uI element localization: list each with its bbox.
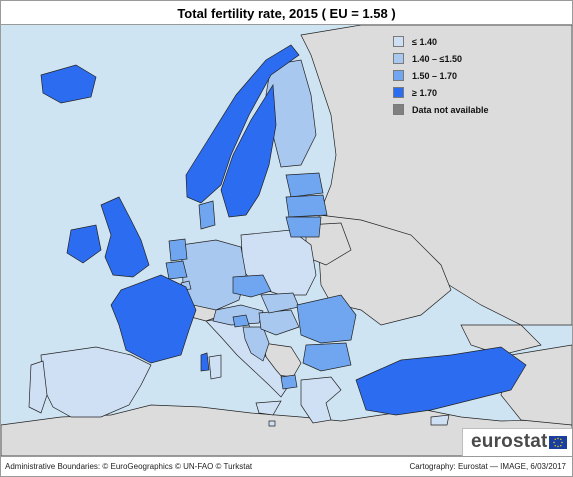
eu-flag-icon xyxy=(549,436,567,449)
fertility-1-50-1-70 xyxy=(165,172,357,390)
legend-swatch xyxy=(393,104,404,115)
map-legend: ≤ 1.40 1.40 – ≤1.50 1.50 – 1.70 ≥ 1.70 D… xyxy=(393,33,505,118)
legend-label: ≤ 1.40 xyxy=(412,36,437,47)
europe-map xyxy=(1,25,572,456)
legend-item: 1.50 – 1.70 xyxy=(393,67,505,84)
legend-label: 1.50 – 1.70 xyxy=(412,70,458,81)
legend-label: ≥ 1.70 xyxy=(412,87,437,98)
map-footer: Administrative Boundaries: © EuroGeograp… xyxy=(1,456,572,476)
fertility-ge-1-70 xyxy=(40,44,527,416)
logo-text: eurostat xyxy=(471,431,548,452)
legend-item: Data not available xyxy=(393,101,505,118)
legend-label: Data not available xyxy=(412,104,489,115)
legend-item: ≤ 1.40 xyxy=(393,33,505,50)
legend-swatch xyxy=(393,70,404,81)
legend-swatch xyxy=(393,53,404,64)
legend-item: 1.40 – ≤1.50 xyxy=(393,50,505,67)
fertility-1-40-1-50 xyxy=(180,59,317,362)
non-eu-land xyxy=(1,25,572,456)
footer-attribution: Administrative Boundaries: © EuroGeograp… xyxy=(5,462,253,471)
footer-cartography: Cartography: Eurostat — IMAGE, 6/03/2017 xyxy=(409,462,566,471)
map-area: ≤ 1.40 1.40 – ≤1.50 1.50 – 1.70 ≥ 1.70 D… xyxy=(1,25,572,456)
legend-swatch xyxy=(393,87,404,98)
legend-item: ≥ 1.70 xyxy=(393,84,505,101)
map-title: Total fertility rate, 2015 ( EU = 1.58 ) xyxy=(1,1,572,25)
eurostat-logo: eurostat xyxy=(462,428,572,456)
legend-swatch xyxy=(393,36,404,47)
legend-label: 1.40 – ≤1.50 xyxy=(412,53,462,64)
